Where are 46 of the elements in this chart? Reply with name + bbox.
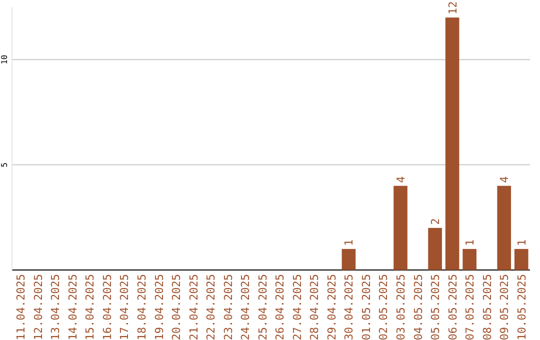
x-tick-label: 16.04.2025 xyxy=(100,274,114,340)
data-label: 2 xyxy=(429,218,442,225)
x-tick-label: 24.04.2025 xyxy=(239,274,252,340)
x-tick-label: 07.05.2025 xyxy=(464,274,477,340)
y-tick-label: 5 xyxy=(0,162,9,168)
x-tick-label: 01.05.2025 xyxy=(360,274,373,340)
data-label: 4 xyxy=(394,176,408,183)
x-tick-label: 28.04.2025 xyxy=(308,274,322,340)
data-label: 1 xyxy=(342,239,356,246)
data-label: 1 xyxy=(464,239,477,246)
bar xyxy=(462,248,476,270)
data-label: 12 xyxy=(446,1,460,15)
x-tick-label: 23.04.2025 xyxy=(222,274,235,340)
x-tick-label: 21.04.2025 xyxy=(187,274,200,340)
x-tick-label: 30.04.2025 xyxy=(342,274,356,340)
x-tick-label: 06.05.2025 xyxy=(446,274,460,340)
x-tick-label: 19.04.2025 xyxy=(152,274,166,340)
data-label: 4 xyxy=(498,176,512,183)
x-tick-label: 04.05.2025 xyxy=(412,274,425,340)
x-tick-label: 18.04.2025 xyxy=(136,274,148,340)
x-tick-label: 03.05.2025 xyxy=(394,274,408,340)
bar xyxy=(514,248,528,270)
bar xyxy=(445,18,460,270)
x-tick-label: 05.05.2025 xyxy=(429,274,442,340)
x-tick-label: 20.04.2025 xyxy=(170,274,184,340)
x-tick-label: 11.04.2025 xyxy=(14,274,28,340)
x-tick-label: 09.05.2025 xyxy=(498,274,512,340)
bar xyxy=(428,228,442,270)
x-tick-label: 26.04.2025 xyxy=(274,274,287,340)
x-tick-label: 12.04.2025 xyxy=(32,274,45,340)
x-tick-label: 14.04.2025 xyxy=(66,274,80,340)
x-tick-label: 13.04.2025 xyxy=(49,274,62,340)
x-tick-label: 10.05.2025 xyxy=(515,274,528,340)
x-tick-label: 27.04.2025 xyxy=(290,274,304,340)
data-label: 1 xyxy=(515,239,528,246)
x-tick-label: 29.04.2025 xyxy=(325,274,338,340)
x-tick-label: 25.04.2025 xyxy=(256,274,270,340)
x-tick-label: 02.05.2025 xyxy=(377,274,390,340)
x-tick-label: 08.05.2025 xyxy=(480,274,494,340)
x-tick-label: 15.04.2025 xyxy=(84,274,97,340)
x-tick-label: 22.04.2025 xyxy=(204,274,218,340)
bar xyxy=(394,186,408,270)
y-tick-label: 10 xyxy=(0,54,9,64)
bar xyxy=(497,186,512,270)
bar xyxy=(342,248,356,270)
x-tick-label: 17.04.2025 xyxy=(118,274,132,340)
